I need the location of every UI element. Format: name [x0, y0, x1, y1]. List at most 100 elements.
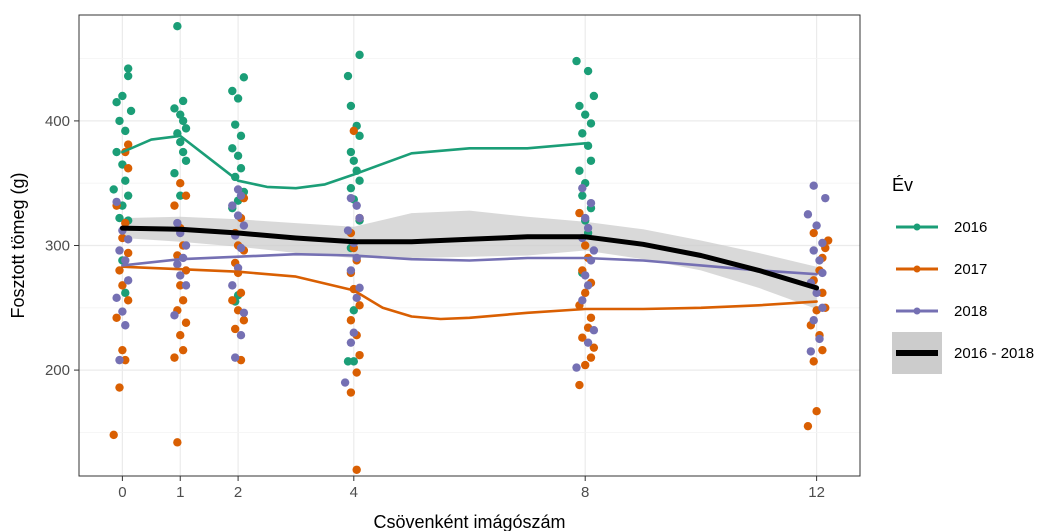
point-2017	[176, 281, 185, 290]
point-2016	[578, 191, 587, 200]
point-2016	[228, 144, 237, 153]
point-2017	[121, 355, 130, 365]
point-2017	[346, 388, 356, 397]
point-2018	[352, 293, 361, 303]
point-2018	[176, 271, 185, 280]
point-2017	[228, 296, 237, 305]
point-2016	[115, 213, 124, 223]
point-2017	[181, 191, 191, 200]
point-2018	[231, 353, 240, 362]
point-2016	[586, 119, 596, 128]
point-2016	[181, 124, 191, 133]
point-2017	[581, 288, 590, 298]
point-2017	[586, 353, 596, 362]
point-2016	[121, 176, 130, 185]
point-2017	[236, 288, 246, 298]
point-2018	[581, 271, 590, 280]
point-2018	[173, 218, 182, 228]
point-2018	[809, 246, 818, 255]
smooth-line-2016 - 2018	[119, 225, 820, 291]
point-2016	[176, 137, 185, 147]
point-2016	[112, 147, 121, 157]
point-2016	[575, 166, 584, 175]
point-2017	[581, 360, 590, 370]
point-2016	[581, 110, 590, 119]
point-2018	[583, 338, 593, 347]
point-2017	[123, 248, 133, 258]
legend-key-2016 - 2018: 2016 - 2018	[892, 332, 1034, 374]
point-2018	[349, 328, 358, 337]
point-2016	[176, 191, 185, 200]
point-2018	[346, 338, 356, 347]
point-2016	[343, 71, 353, 81]
point-2018	[340, 378, 350, 387]
point-2016	[176, 110, 185, 119]
smooth-line-2017	[121, 265, 818, 321]
point-2017	[123, 296, 133, 305]
point-2018	[170, 311, 179, 320]
legend-key-2017: 2017	[896, 261, 987, 278]
point-2016	[346, 183, 356, 193]
point-2017	[818, 345, 827, 355]
y-tick-label: 200	[45, 362, 70, 379]
point-2017	[239, 316, 249, 325]
x-tick-label: 2	[234, 484, 242, 501]
point-2016	[346, 101, 356, 111]
point-2016	[583, 66, 593, 76]
point-2017	[181, 318, 191, 327]
point-2017	[809, 228, 818, 238]
y-axis-label: Fosztott tömeg (g)	[8, 172, 28, 318]
point-2016	[178, 116, 188, 126]
point-2018	[233, 263, 243, 273]
point-2017	[346, 316, 356, 325]
point-2018	[586, 198, 596, 208]
legend-point-swatch	[913, 265, 921, 273]
point-2018	[578, 296, 587, 305]
point-2017	[803, 421, 813, 431]
point-2017	[355, 350, 364, 360]
point-2017	[170, 353, 179, 362]
point-2018	[173, 259, 182, 269]
point-2016	[239, 73, 249, 82]
point-2018	[572, 363, 581, 372]
point-2018	[112, 293, 121, 303]
point-2017	[355, 301, 364, 310]
point-2017	[176, 179, 185, 188]
point-2018	[803, 210, 813, 219]
point-2016	[349, 357, 358, 366]
point-2016	[126, 106, 136, 116]
point-2017	[115, 266, 124, 275]
point-2018	[815, 256, 824, 265]
point-2018	[578, 183, 587, 193]
point-2017	[352, 368, 361, 377]
point-2016	[349, 156, 358, 165]
point-2018	[581, 213, 590, 223]
point-2018	[812, 288, 821, 298]
point-2018	[239, 308, 249, 317]
point-2018	[818, 238, 827, 248]
point-2016	[578, 129, 587, 138]
point-2016	[112, 98, 121, 107]
point-2016	[170, 104, 179, 113]
point-2018	[239, 221, 249, 230]
smooth-line-2016	[121, 134, 587, 190]
point-2018	[352, 201, 361, 210]
x-tick-label: 0	[118, 484, 126, 501]
point-2016	[355, 50, 364, 60]
point-2016	[121, 126, 130, 136]
point-2018	[589, 246, 599, 255]
legend-point-swatch	[913, 307, 921, 315]
point-2016	[123, 71, 133, 81]
point-2016	[236, 164, 246, 173]
x-tick-label: 12	[808, 484, 825, 501]
legend-point-swatch	[913, 223, 921, 231]
point-2018	[115, 355, 124, 365]
point-2018	[583, 223, 593, 233]
confidence-band-area	[122, 210, 817, 309]
point-2018	[121, 321, 130, 330]
point-2017	[118, 345, 127, 355]
point-2016	[572, 56, 581, 66]
point-2016	[109, 185, 118, 194]
